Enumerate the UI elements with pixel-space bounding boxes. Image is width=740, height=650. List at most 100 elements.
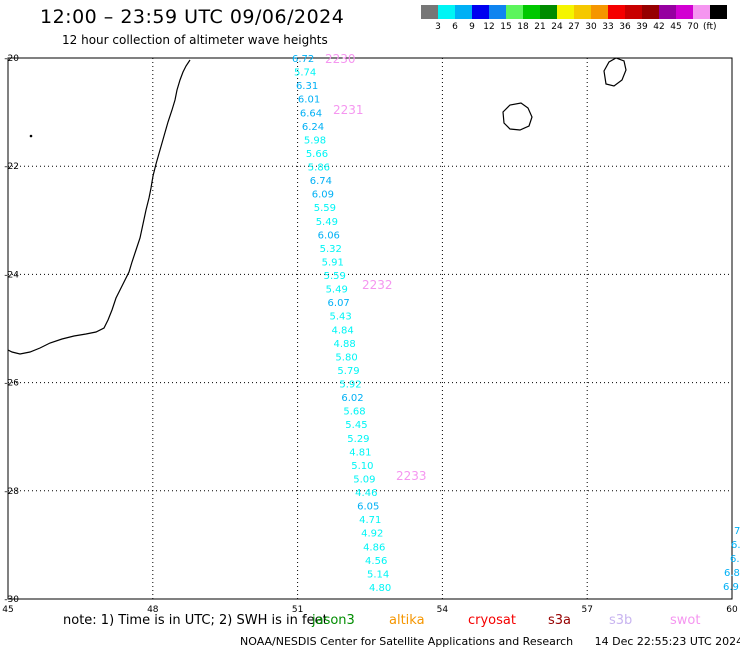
- wave-height-label: 5.66: [306, 149, 328, 160]
- wave-height-label: 5.32: [320, 244, 342, 255]
- wave-height-label: 5.14: [367, 569, 389, 580]
- wave-height-label: 5.68: [343, 407, 365, 418]
- satellite-legend-item: altika: [389, 613, 425, 628]
- colorbar-swatch: [489, 5, 506, 19]
- y-tick-label: -20: [4, 54, 19, 64]
- wave-height-label: 6.24: [302, 122, 324, 133]
- wave-height-label: 6.64: [300, 108, 322, 119]
- wave-height-label: 5.59: [314, 203, 336, 214]
- wave-height-label: 5.59: [324, 271, 346, 282]
- wave-height-label: 6.02: [341, 393, 363, 404]
- colorbar-label: 12: [483, 22, 495, 32]
- y-tick-label: -24: [4, 270, 19, 280]
- wave-height-label: 5.80: [335, 352, 357, 363]
- wave-height-label: 6.72: [292, 54, 314, 65]
- wave-height-label: 5.49: [316, 217, 338, 228]
- chart-title: 12:00 – 23:59 UTC 09/06/2024: [40, 6, 345, 28]
- wave-height-label: 4.86: [363, 542, 385, 553]
- wave-height-label: 6.06: [318, 230, 340, 241]
- time-tag: 2232: [362, 278, 393, 292]
- colorbar-label: 27: [568, 22, 580, 32]
- satellite-legend-item: jason3: [312, 613, 355, 628]
- time-tag: 2233: [396, 469, 427, 483]
- colorbar-label: 15: [500, 22, 512, 32]
- wave-height-label: 4.84: [331, 325, 353, 336]
- altimeter-track: 6.72 5.74 6.31 6.01 6.64 6.24 5.98 5.66 5.86 6.74…: [292, 52, 427, 594]
- wave-height-map: 45 48 51 54 57 60-20-22-24-26-28-30 6.725.746…: [2, 52, 740, 612]
- colorbar-swatch: [642, 5, 659, 19]
- wave-height-label: 5.09: [353, 474, 375, 485]
- colorbar-label: 42: [653, 22, 665, 32]
- colorbar-unit: (ft): [703, 22, 717, 32]
- colorbar-label: 24: [551, 22, 563, 32]
- satellite-legend-item: swot: [670, 613, 701, 628]
- x-tick-label: 51: [292, 605, 303, 612]
- wave-height-label: 5.92: [339, 380, 361, 391]
- edge-wave-height-label: 6.8: [724, 568, 740, 579]
- satellite-legend-item: s3b: [609, 613, 633, 628]
- edge-wave-height-label: 7: [734, 526, 740, 537]
- madagascar-coastline: [7, 59, 191, 355]
- wave-height-label: 6.74: [310, 176, 332, 187]
- x-tick-label: 45: [2, 605, 13, 612]
- colorbar-swatch: [506, 5, 523, 19]
- colorbar-label: 39: [636, 22, 648, 32]
- colorbar-swatch: [710, 5, 727, 19]
- colorbar-label: 70: [687, 22, 699, 32]
- wave-height-label: 5.74: [294, 68, 316, 79]
- axis-labels: 45 48 51 54 57 60 -20 -22 -24 -26 -28 -30: [2, 54, 738, 612]
- wave-height-label: 5.10: [351, 461, 373, 472]
- note-text: note: 1) Time is in UTC; 2) SWH is in fe…: [63, 613, 328, 628]
- colorbar-swatch: [421, 5, 438, 19]
- wave-height-label: 6.05: [357, 502, 379, 513]
- reunion-island: [502, 102, 533, 131]
- edge-wave-height-label: 6.: [730, 554, 740, 565]
- wave-height-label: 5.43: [330, 312, 352, 323]
- colorbar-swatch: [625, 5, 642, 19]
- colorbar-label: 3: [435, 22, 441, 32]
- small-islet: [29, 134, 33, 138]
- wave-height-label: 5.79: [337, 366, 359, 377]
- colorbar-swatch: [693, 5, 710, 19]
- colorbar-label: 45: [670, 22, 682, 32]
- colorbar-swatch: [438, 5, 455, 19]
- y-tick-label: -22: [4, 162, 19, 172]
- wave-height-label: 5.86: [308, 163, 330, 174]
- edge-wave-height-label: 6.: [731, 540, 740, 551]
- time-tag: 2231: [333, 103, 364, 117]
- wave-height-label: 5.29: [347, 434, 369, 445]
- x-tick-label: 60: [726, 605, 738, 612]
- coastlines: [7, 57, 627, 355]
- wave-height-label: 4.92: [361, 529, 383, 540]
- map-frame: [7, 57, 733, 600]
- y-tick-label: -26: [4, 379, 19, 389]
- wave-height-label: 4.88: [333, 339, 355, 350]
- colorbar-swatch: [659, 5, 676, 19]
- wave-height-label: 4.46: [355, 488, 377, 499]
- colorbar-label: 18: [517, 22, 529, 32]
- footer-timestamp: 14 Dec 22:55:23 UTC 2024: [594, 635, 740, 648]
- wave-height-label: 4.71: [359, 515, 381, 526]
- colorbar-swatch: [676, 5, 693, 19]
- x-tick-label: 54: [437, 605, 449, 612]
- colorbar-label: 36: [619, 22, 631, 32]
- wave-height-label: 4.80: [369, 583, 391, 594]
- edge-wave-height-label: 6.9: [723, 582, 739, 593]
- colorbar-label: 6: [452, 22, 458, 32]
- chart-subtitle: 12 hour collection of altimeter wave hei…: [62, 33, 328, 47]
- colorbar-swatch: [540, 5, 557, 19]
- wave-height-label: 6.09: [312, 190, 334, 201]
- wave-height-label: 6.31: [296, 81, 318, 92]
- satellite-legend-item: cryosat: [468, 613, 516, 628]
- wave-height-label: 4.56: [365, 556, 387, 567]
- colorbar-swatch: [574, 5, 591, 19]
- lat-lon-grid: [8, 58, 732, 599]
- colorbar-swatch: [455, 5, 472, 19]
- wave-height-label: 5.91: [322, 257, 344, 268]
- colorbar-swatch: [557, 5, 574, 19]
- x-tick-label: 57: [581, 605, 592, 612]
- footer: NOAA/NESDIS Center for Satellite Applica…: [240, 635, 740, 648]
- mauritius-island: [603, 57, 627, 87]
- wave-height-label: 6.07: [328, 298, 350, 309]
- wave-height-label: 6.01: [298, 95, 320, 106]
